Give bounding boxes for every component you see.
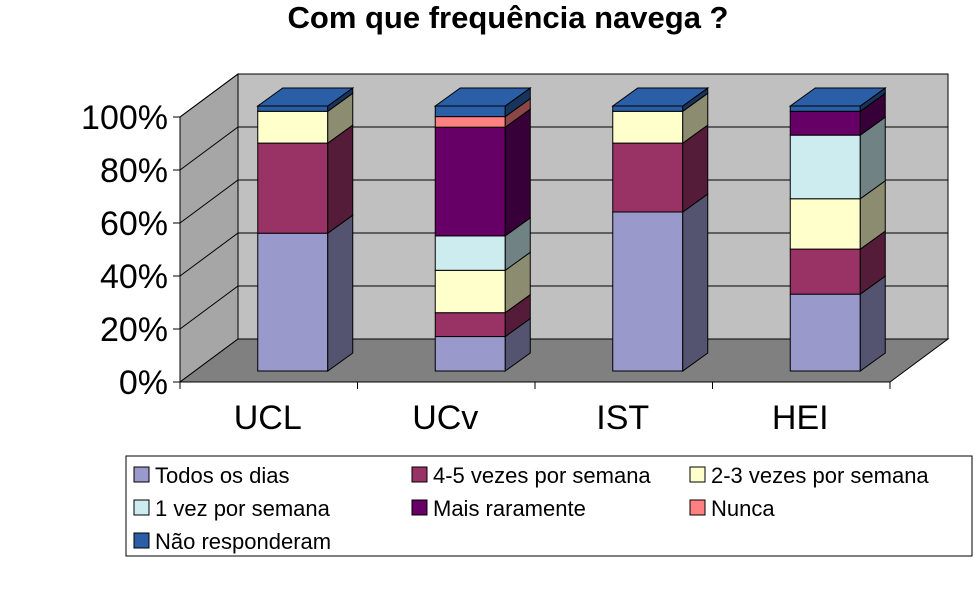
side-wall [179, 73, 239, 383]
bar-stack-ucl [256, 87, 355, 372]
legend-label: Não responderam [155, 529, 331, 554]
y-tick-label: 100% [81, 99, 168, 137]
bar-segment [434, 269, 506, 314]
bar-segment [612, 110, 684, 144]
legend-label: Todos os dias [155, 463, 290, 488]
gridline [179, 179, 948, 224]
legend-entry: 4-5 vezes por semana [411, 463, 651, 488]
bar-top [611, 87, 710, 107]
bar-segment [789, 134, 861, 200]
legend: Todos os dias 4-5 vezes por semana 2-3 vez… [125, 455, 973, 557]
legend-swatch [133, 466, 150, 483]
legend-swatch [133, 499, 150, 516]
bar-segment [434, 105, 506, 118]
x-tick-label: UCL [234, 399, 302, 437]
legend-entry: Nunca [689, 496, 775, 521]
bar-segment [434, 116, 506, 128]
bar-stack-hei [788, 87, 887, 372]
bar-segment [612, 211, 684, 372]
legend-label: 1 vez por semana [155, 496, 331, 521]
legend-swatch [689, 499, 706, 516]
bar-segment-side [504, 108, 531, 237]
y-tick-label: 60% [100, 205, 168, 243]
bar-top [788, 87, 887, 107]
legend-entry: 1 vez por semana [133, 496, 331, 521]
gridline [179, 232, 948, 277]
y-tick-label: 40% [100, 258, 168, 296]
bar-segment-side [682, 193, 709, 372]
x-tick-label: UCv [412, 399, 478, 437]
plot-area: 0% 20% 40% 60% 80% 100% UCL UCv IST HEI [81, 73, 950, 437]
bar-stack-ist [611, 87, 710, 372]
gridline [179, 285, 948, 330]
y-tick-label: 80% [100, 152, 168, 190]
bar-segment [434, 235, 506, 271]
x-tick-label: HEI [772, 399, 829, 437]
bar-segment [789, 198, 861, 250]
x-tick-label: IST [596, 399, 649, 437]
bar-segment [612, 142, 684, 213]
y-tick-label: 20% [100, 311, 168, 349]
bar-segment-side [327, 214, 354, 372]
bar-segment [434, 126, 506, 237]
legend-swatch [411, 499, 428, 516]
legend-swatch [133, 532, 150, 549]
bar-stack-ucv [433, 87, 532, 372]
bar-segment [612, 105, 684, 112]
bar-segment [434, 312, 506, 338]
legend-swatch [689, 466, 706, 483]
y-tick-label: 0% [119, 364, 168, 402]
bar-segment [789, 293, 861, 372]
legend-entry: 2-3 vezes por semana [689, 463, 929, 488]
gridline [179, 126, 948, 171]
bar-segment [789, 105, 861, 112]
legend-box [125, 455, 973, 557]
legend-label: Nunca [711, 496, 775, 521]
legend-entry: Não responderam [133, 529, 331, 554]
gridline [179, 73, 948, 118]
legend-entry: Todos os dias [133, 463, 290, 488]
legend-label: Mais raramente [433, 496, 586, 521]
bar-segment [789, 110, 861, 136]
bar-segment [257, 142, 329, 234]
legend-entry: Mais raramente [411, 496, 586, 521]
bar-segment-side [327, 124, 354, 235]
bar-segment [789, 248, 861, 295]
bar-segment [257, 110, 329, 144]
legend-label: 2-3 vezes por semana [711, 463, 929, 488]
bar-segment [257, 105, 329, 112]
bar-top [433, 87, 532, 107]
legend-swatch [411, 466, 428, 483]
legend-label: 4-5 vezes por semana [433, 463, 651, 488]
bar-segment [434, 336, 506, 372]
bar-top [256, 87, 355, 107]
bar-segment [257, 232, 329, 372]
chart-title: Com que frequência navega ? [288, 0, 729, 35]
